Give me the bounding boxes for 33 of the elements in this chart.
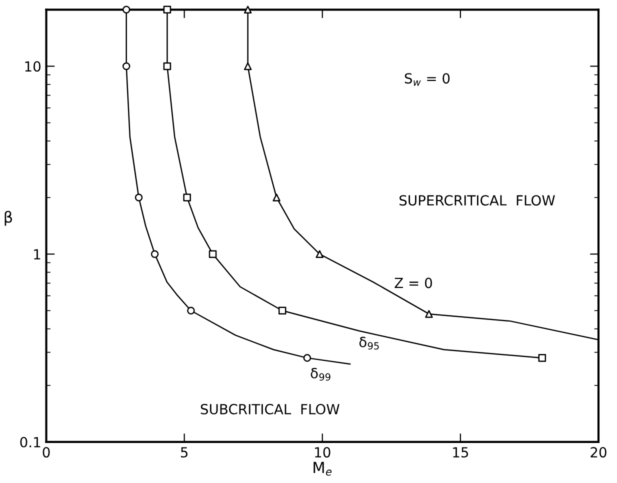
point <box>272 194 280 202</box>
point <box>538 354 546 362</box>
annotation: S$_{w}$ = 0 <box>404 73 450 86</box>
point <box>163 6 172 14</box>
annotation: δ$_{95}$ <box>359 336 379 350</box>
point <box>278 306 286 315</box>
y-tick-label: 1 <box>34 249 40 260</box>
point <box>316 250 324 258</box>
point <box>183 194 191 202</box>
y-axis-title: β <box>4 210 12 226</box>
point <box>122 62 130 70</box>
y-tick-label: 10 <box>25 61 40 72</box>
point <box>134 194 143 202</box>
y-tick-label: 0.1 <box>20 436 40 448</box>
x-tick-label: 15 <box>453 447 468 458</box>
point <box>425 310 433 318</box>
point <box>244 6 252 14</box>
x-tick-label: 10 <box>315 447 330 458</box>
point <box>303 354 312 362</box>
point <box>163 62 172 70</box>
point <box>244 62 252 70</box>
point <box>122 6 130 14</box>
x-tick-label: 0 <box>42 447 50 458</box>
point <box>187 306 195 315</box>
x-tick-label: 20 <box>590 447 606 458</box>
annotation: SUPERCRITICAL FLOW <box>400 195 555 206</box>
point <box>150 250 159 258</box>
point <box>208 250 217 258</box>
annotation: Z = 0 <box>394 278 432 288</box>
annotation: SUBCRITICAL FLOW <box>200 404 340 414</box>
x-axis-title: M$_{e}$ <box>314 462 332 476</box>
x-tick-label: 5 <box>180 447 188 458</box>
annotation: δ$_{99}$ <box>310 368 330 381</box>
